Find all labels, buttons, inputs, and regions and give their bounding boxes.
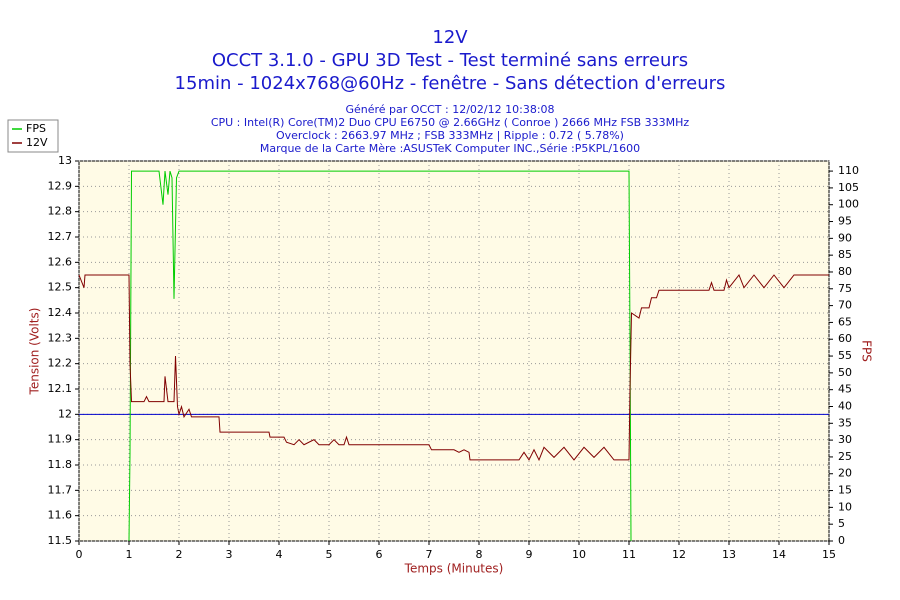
x-tick-label: 5 xyxy=(326,548,333,561)
x-tick-label: 6 xyxy=(376,548,383,561)
line-series xyxy=(128,170,632,542)
y-tick-label: 11.5 xyxy=(48,534,73,547)
y-tick-label: 12.7 xyxy=(48,230,73,243)
x-tick-label: 13 xyxy=(722,548,736,561)
legend-label: 12V xyxy=(26,136,48,149)
y2-tick-label: 85 xyxy=(838,248,852,261)
y2-tick-label: 70 xyxy=(838,299,852,312)
y2-tick-label: 25 xyxy=(838,450,852,463)
y-tick-label: 12.6 xyxy=(48,255,73,268)
y-tick-label: 11.8 xyxy=(48,458,73,471)
y2-tick-label: 80 xyxy=(838,265,852,278)
x-tick-label: 14 xyxy=(772,548,786,561)
y2-tick-label: 110 xyxy=(838,164,859,177)
legend xyxy=(7,119,59,153)
y2-tick-label: 35 xyxy=(838,416,852,429)
x-tick-label: 8 xyxy=(476,548,483,561)
x-tick-label: 2 xyxy=(176,548,183,561)
legend-label: FPS xyxy=(26,122,46,135)
x-tick-label: 4 xyxy=(276,548,283,561)
y-tick-label: 13 xyxy=(58,154,72,167)
y2-tick-label: 95 xyxy=(838,215,852,228)
x-tick-label: 12 xyxy=(672,548,686,561)
y2-tick-label: 0 xyxy=(838,534,845,547)
y2-tick-label: 60 xyxy=(838,332,852,345)
y2-tick-label: 45 xyxy=(838,383,852,396)
subtitle: Marque de la Carte Mère :ASUSTeK Compute… xyxy=(260,142,640,155)
y-tick-label: 12 xyxy=(58,407,72,420)
y-tick-label: 11.9 xyxy=(48,433,73,446)
subtitle: Overclock : 2663.97 MHz ; FSB 333MHz | R… xyxy=(276,129,624,142)
y-tick-label: 12.8 xyxy=(48,205,73,218)
line-series xyxy=(78,274,829,462)
y-tick-label: 12.5 xyxy=(48,281,73,294)
y2-tick-label: 65 xyxy=(838,315,852,328)
y-tick-label: 12.3 xyxy=(48,331,73,344)
x-tick-label: 15 xyxy=(822,548,836,561)
y-axis-label: Tension (Volts) xyxy=(28,308,42,396)
y-tick-label: 12.2 xyxy=(48,357,73,370)
plot-area xyxy=(78,160,830,542)
y2-axis-label: FPS xyxy=(860,340,874,362)
chart-title: 15min - 1024x768@60Hz - fenêtre - Sans d… xyxy=(175,73,726,94)
y2-tick-label: 5 xyxy=(838,517,845,530)
y2-tick-label: 55 xyxy=(838,349,852,362)
y-tick-label: 12.9 xyxy=(48,179,73,192)
y-tick-label: 12.1 xyxy=(48,382,73,395)
x-tick-label: 7 xyxy=(426,548,433,561)
y-tick-label: 11.6 xyxy=(48,509,73,522)
y-tick-label: 11.7 xyxy=(48,483,73,496)
y2-tick-label: 105 xyxy=(838,181,859,194)
x-tick-label: 0 xyxy=(76,548,83,561)
y2-tick-label: 100 xyxy=(838,198,859,211)
y2-tick-label: 15 xyxy=(838,484,852,497)
subtitle: Généré par OCCT : 12/02/12 10:38:08 xyxy=(345,103,554,116)
y2-tick-label: 30 xyxy=(838,433,852,446)
y2-tick-label: 50 xyxy=(838,366,852,379)
x-tick-label: 9 xyxy=(526,548,533,561)
x-tick-label: 11 xyxy=(622,548,636,561)
x-tick-label: 3 xyxy=(226,548,233,561)
y2-tick-label: 90 xyxy=(838,231,852,244)
y-tick-label: 12.4 xyxy=(48,306,73,319)
x-axis-label: Temps (Minutes) xyxy=(404,562,504,576)
chart-title: OCCT 3.1.0 - GPU 3D Test - Test terminé … xyxy=(212,50,688,71)
subtitle: CPU : Intel(R) Core(TM)2 Duo CPU E6750 @… xyxy=(211,116,690,129)
chart-title: 12V xyxy=(432,27,468,48)
y2-tick-label: 40 xyxy=(838,399,852,412)
x-tick-label: 10 xyxy=(572,548,586,561)
y2-tick-label: 20 xyxy=(838,467,852,480)
y2-tick-label: 10 xyxy=(838,500,852,513)
y2-tick-label: 75 xyxy=(838,282,852,295)
x-tick-label: 1 xyxy=(126,548,133,561)
